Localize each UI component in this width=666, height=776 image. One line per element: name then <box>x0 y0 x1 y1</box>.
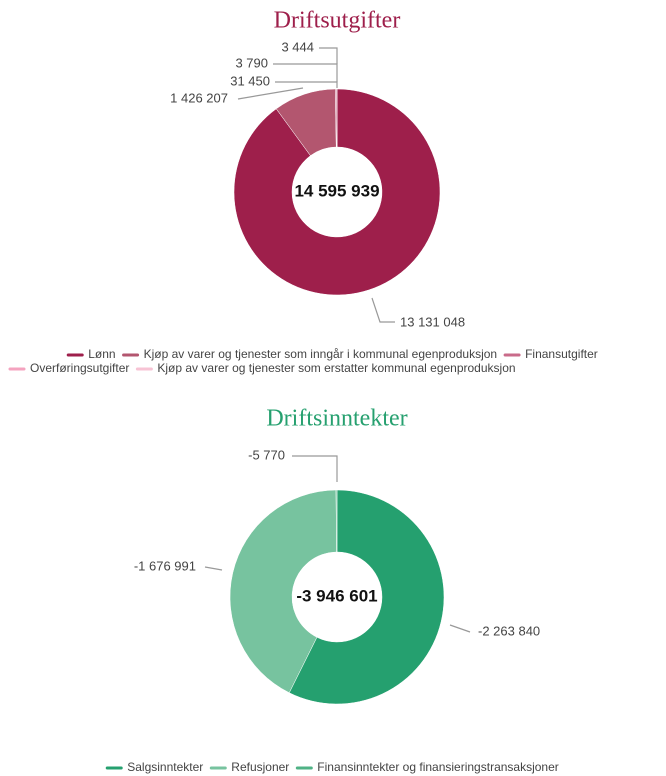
data-label: -1 676 991 <box>134 558 196 573</box>
data-label: 3 444 <box>281 39 314 54</box>
leader-line <box>275 81 338 88</box>
center-label: 14 595 939 <box>294 181 379 200</box>
legend-label: Finansutgifter <box>525 347 598 361</box>
legend-item: Finansutgifter <box>503 347 598 361</box>
leader-line <box>292 455 338 482</box>
leader-line <box>237 87 304 100</box>
legend-item: Refusjoner <box>209 760 289 774</box>
donut-slice <box>288 489 445 705</box>
data-label: -5 770 <box>248 447 285 462</box>
legend-label: Finansinntekter og finansieringstransaks… <box>317 760 558 774</box>
leader-line <box>371 297 395 323</box>
legend-item: Kjøp av varer og tjenester som inngår i … <box>122 347 498 361</box>
legend-item: Kjøp av varer og tjenester som erstatter… <box>135 361 516 375</box>
donut-slice <box>335 489 338 553</box>
legend-label: Kjøp av varer og tjenester som erstatter… <box>157 361 515 375</box>
legend-item: Lønn <box>66 347 116 361</box>
chart-title: Driftsutgifter <box>274 8 401 34</box>
data-label: 3 790 <box>235 55 268 70</box>
leader-line <box>273 63 338 82</box>
legend-label: Kjøp av varer og tjenester som inngår i … <box>144 347 498 361</box>
donut-slice <box>229 489 337 694</box>
legend-label: Refusjoner <box>231 760 289 774</box>
data-label: 13 131 048 <box>400 314 465 329</box>
legend-label: Salgsinntekter <box>127 760 203 774</box>
leader-line <box>204 566 223 571</box>
legend-item: Salgsinntekter <box>105 760 203 774</box>
data-label: -2 263 840 <box>478 623 540 638</box>
leader-line <box>449 624 471 633</box>
legend-label: Lønn <box>88 347 115 361</box>
legend-label: Overføringsutgifter <box>30 361 129 375</box>
data-label: 1 426 207 <box>170 90 228 105</box>
legend-item: Finansinntekter og finansieringstransaks… <box>295 760 559 774</box>
data-label: 31 450 <box>230 73 270 88</box>
center-label: -3 946 601 <box>296 586 377 605</box>
chart-title: Driftsinntekter <box>266 406 407 432</box>
leader-line <box>319 47 338 64</box>
legend-item: Overføringsutgifter <box>8 361 129 375</box>
donut-slice <box>233 88 441 296</box>
